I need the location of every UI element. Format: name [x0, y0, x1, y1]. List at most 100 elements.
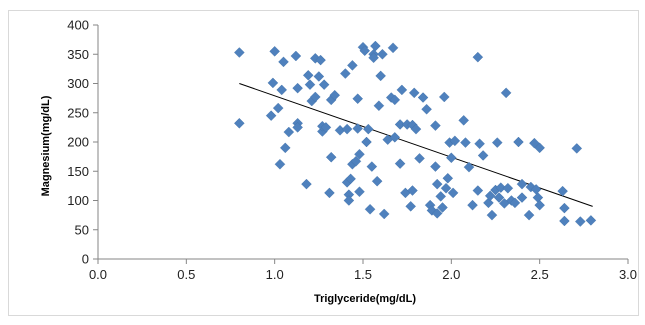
y-tick-label: 100	[67, 193, 89, 208]
data-point	[431, 208, 443, 219]
data-point	[325, 151, 337, 163]
data-point	[463, 161, 475, 173]
data-point	[292, 122, 303, 133]
x-tick-label: 1.0	[266, 267, 284, 282]
data-point	[324, 187, 335, 199]
data-point	[421, 103, 432, 115]
data-point	[529, 137, 540, 149]
data-point	[513, 136, 524, 148]
data-point	[368, 52, 379, 64]
data-point	[585, 215, 597, 226]
data-point	[396, 84, 408, 96]
data-point	[279, 142, 291, 154]
data-point	[301, 178, 312, 190]
y-tick-label: 0	[82, 252, 89, 267]
data-point	[310, 91, 321, 103]
data-point	[437, 202, 448, 213]
data-point	[278, 56, 289, 68]
y-axis-title: Magnesium(mg/dL)	[40, 95, 52, 196]
y-tick-label: 50	[75, 222, 89, 237]
data-point	[500, 87, 512, 99]
data-point	[575, 216, 586, 227]
data-point	[559, 202, 570, 214]
data-point	[265, 110, 277, 121]
data-point	[341, 123, 353, 135]
data-point	[438, 91, 450, 103]
data-point	[345, 173, 356, 185]
data-point	[234, 117, 245, 129]
data-point	[318, 79, 330, 90]
data-point	[347, 60, 358, 71]
data-point	[290, 50, 302, 62]
data-point	[484, 190, 496, 202]
data-point	[534, 199, 545, 211]
data-point	[516, 192, 528, 203]
data-point	[477, 150, 489, 161]
data-point	[389, 132, 401, 143]
x-tick-label: 2.5	[531, 267, 549, 282]
data-point	[449, 135, 461, 147]
data-point	[269, 46, 280, 57]
data-point	[430, 161, 441, 172]
data-point	[371, 175, 383, 187]
data-point	[495, 182, 507, 193]
data-point	[472, 51, 484, 63]
data-point	[352, 123, 363, 134]
data-point	[315, 54, 326, 66]
data-point	[442, 172, 454, 184]
data-point	[491, 137, 503, 148]
data-point	[430, 120, 441, 131]
data-point	[354, 186, 365, 198]
data-point	[283, 126, 295, 138]
data-point	[370, 40, 381, 52]
data-point	[329, 89, 341, 101]
y-tick-label: 200	[67, 135, 89, 150]
data-point	[405, 201, 416, 212]
data-point	[267, 77, 279, 89]
data-point	[389, 94, 401, 106]
data-point	[435, 191, 447, 202]
data-point	[373, 100, 385, 112]
data-point	[387, 42, 399, 54]
y-tick-label: 350	[67, 47, 89, 62]
y-tick-label: 250	[67, 105, 89, 120]
data-point	[431, 178, 443, 190]
data-point	[474, 138, 485, 150]
data-point	[304, 79, 316, 90]
data-point	[377, 48, 388, 60]
x-tick-label: 3.0	[619, 267, 637, 282]
data-point	[417, 92, 429, 103]
data-point	[502, 182, 514, 194]
data-point	[557, 185, 568, 197]
data-point	[343, 195, 355, 206]
data-point	[375, 70, 386, 82]
data-point	[447, 187, 459, 199]
data-point	[523, 209, 535, 221]
data-point	[320, 122, 332, 133]
data-point	[292, 82, 303, 94]
data-point	[440, 182, 452, 194]
y-tick-label: 150	[67, 164, 89, 179]
data-point	[364, 203, 376, 215]
data-point	[394, 119, 406, 130]
data-point	[493, 192, 505, 203]
data-point	[313, 71, 325, 82]
y-tick-label: 400	[67, 18, 89, 33]
data-point	[559, 215, 570, 227]
data-point	[408, 87, 420, 99]
data-point	[458, 115, 469, 126]
data-point	[407, 185, 418, 196]
x-tick-label: 1.5	[354, 267, 372, 282]
data-point	[359, 45, 371, 57]
data-point	[350, 156, 362, 167]
data-point	[571, 143, 583, 154]
x-tick-label: 0.5	[177, 267, 195, 282]
data-point	[274, 158, 286, 170]
y-tick-label: 300	[67, 76, 89, 91]
data-point	[366, 161, 378, 172]
data-point	[394, 158, 406, 169]
data-point	[302, 70, 314, 81]
x-tick-label: 0.0	[89, 267, 107, 282]
